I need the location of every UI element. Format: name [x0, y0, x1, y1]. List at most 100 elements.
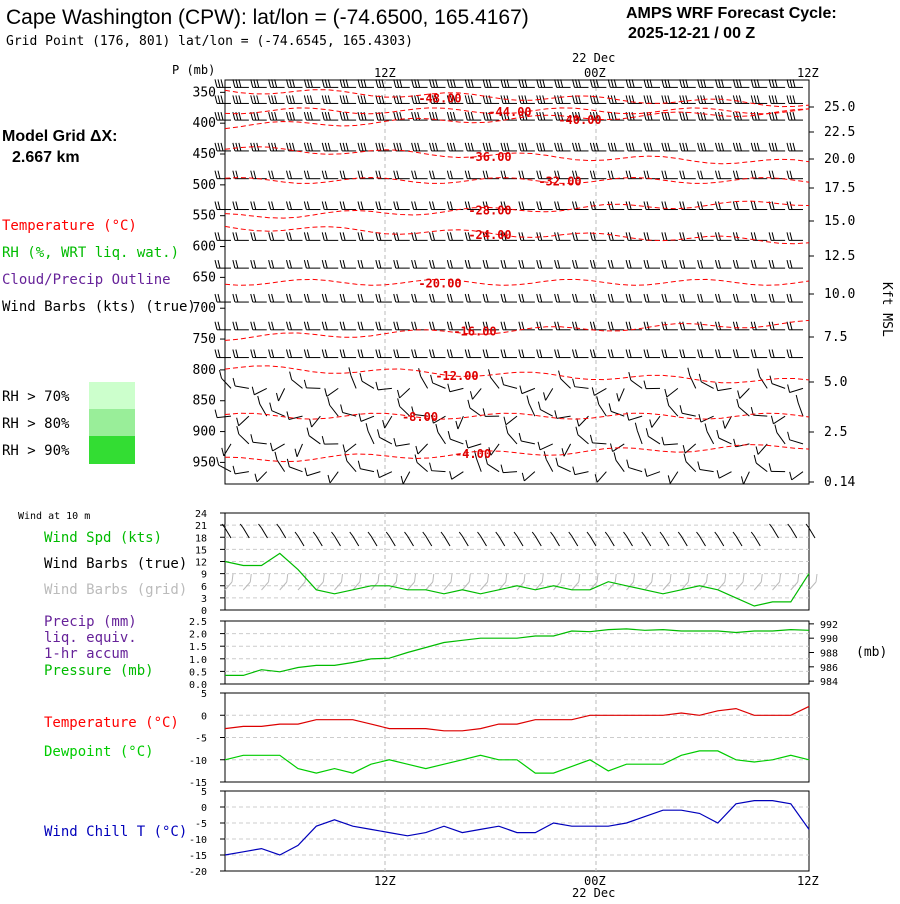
wind-barb	[751, 350, 767, 358]
wind-barb	[412, 171, 428, 179]
barb-feather	[275, 79, 277, 87]
barb-feather	[787, 143, 789, 151]
barb-feather	[430, 171, 432, 179]
barb-feather	[611, 112, 613, 120]
grid-barb-feather	[378, 574, 379, 582]
bottom-tick-12z-2: 12Z	[797, 874, 819, 888]
surface-barb-feather	[678, 532, 681, 536]
barb-staff	[575, 472, 589, 475]
barb-feather	[772, 79, 774, 87]
barb-feather	[608, 79, 610, 87]
barb-feather	[358, 112, 360, 120]
barb-feather	[394, 350, 396, 358]
barb-feather	[272, 95, 274, 103]
wind-barb	[787, 232, 803, 240]
barb-feather	[361, 260, 363, 268]
barb-feather	[340, 294, 342, 302]
barb-feather	[468, 171, 470, 179]
barb-feather	[698, 171, 700, 179]
wind-barb	[376, 294, 392, 302]
wind-barb	[680, 405, 696, 416]
tick-label: 12	[195, 558, 207, 569]
barb-feather	[287, 232, 289, 240]
wind-barb	[447, 79, 463, 87]
barb-feather	[519, 232, 521, 240]
wind-barb	[322, 202, 338, 210]
wind-barb	[269, 112, 285, 120]
barb-feather	[787, 294, 789, 302]
wind-barb	[769, 232, 785, 240]
barb-feather	[593, 260, 595, 268]
barb-feather	[364, 79, 366, 87]
barb-feather	[683, 79, 685, 87]
barb-feather	[733, 95, 735, 103]
barb-staff	[368, 431, 374, 444]
barb-staff	[546, 388, 553, 400]
barb-feather	[701, 143, 703, 151]
wind-barb	[555, 232, 571, 240]
barb-feather	[218, 171, 220, 179]
barb-feather	[275, 112, 277, 120]
barb-staff	[307, 472, 320, 476]
barb-feather	[254, 294, 256, 302]
wind-barb	[716, 79, 732, 87]
wind-barb	[251, 232, 267, 240]
barb-feather	[290, 350, 292, 358]
barb-staff	[347, 461, 356, 472]
barb-feather	[358, 232, 360, 240]
wind-barb	[787, 143, 803, 151]
barb-feather	[361, 232, 363, 240]
barb-feather	[722, 143, 724, 151]
barb-feather	[701, 112, 703, 120]
barb-feather	[343, 143, 345, 151]
barb-staff	[491, 377, 500, 388]
barb-staff	[611, 411, 624, 416]
wind-barb	[644, 171, 660, 179]
barb-feather	[378, 429, 380, 437]
pressure-tick-label: 500	[193, 178, 216, 193]
barb-feather	[218, 143, 220, 151]
barb-feather	[376, 382, 378, 390]
barb-feather	[272, 232, 274, 240]
wind-barb	[430, 322, 446, 330]
barb-feather	[254, 112, 256, 120]
barb-feather	[433, 171, 435, 179]
barb-feather	[698, 350, 700, 358]
barb-feather	[237, 426, 239, 434]
barb-feather	[540, 260, 542, 268]
barb-feather	[412, 322, 414, 330]
precip-label-3: 1-hr accum	[44, 646, 128, 662]
wind-barb	[448, 431, 463, 444]
wind-barb	[573, 322, 589, 330]
grid-barb-feather	[396, 574, 397, 582]
barb-feather	[629, 322, 631, 330]
barb-feather	[468, 95, 470, 103]
barb-staff	[379, 472, 392, 478]
barb-feather	[358, 294, 360, 302]
barb-feather	[662, 350, 664, 358]
surface-barb-feather	[478, 532, 481, 536]
barb-feather	[501, 294, 503, 302]
barb-feather	[358, 260, 360, 268]
wind-barb	[215, 232, 231, 240]
barb-feather	[683, 260, 685, 268]
barb-feather	[450, 471, 452, 479]
barb-feather	[644, 381, 646, 389]
profile-isotherms: -48.00-44.00-40.00-36.00-32.00-28.00-24.…	[225, 90, 809, 462]
barb-feather	[433, 232, 435, 240]
barb-feather	[519, 433, 521, 441]
wind-barb	[269, 322, 285, 330]
wind-barb	[287, 260, 303, 268]
barb-feather	[596, 143, 598, 151]
barb-feather	[650, 143, 652, 151]
barb-feather	[257, 95, 259, 103]
wind-barb	[790, 472, 803, 480]
barb-feather	[686, 143, 688, 151]
wind-barb	[788, 432, 803, 444]
barb-staff	[396, 444, 410, 446]
wind-barb	[436, 424, 446, 444]
wind-barb	[573, 467, 589, 475]
barb-feather	[555, 112, 557, 120]
barb-feather	[629, 260, 631, 268]
